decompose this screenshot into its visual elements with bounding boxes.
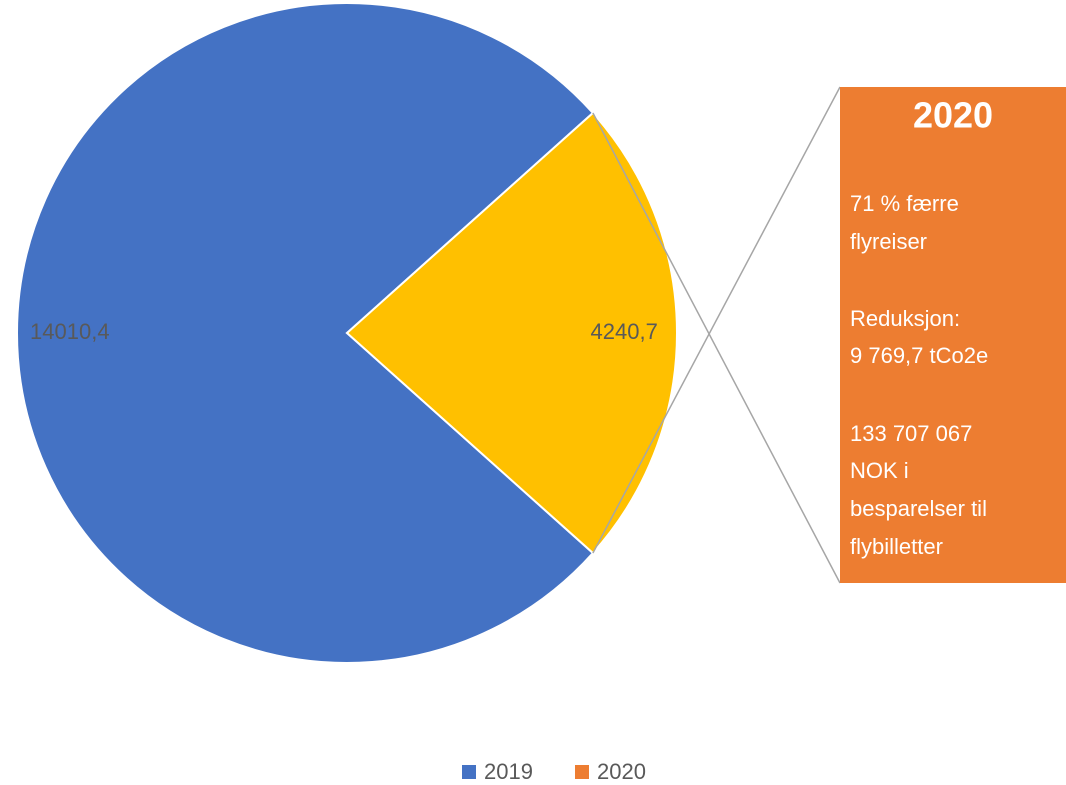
pie-slice <box>16 2 595 664</box>
annotation-title: 2020 <box>913 95 993 136</box>
annotation-box <box>840 87 1066 583</box>
annotation-line: besparelser til <box>850 496 987 521</box>
annotation-line: Reduksjon: <box>850 306 960 331</box>
annotation-line: flyreiser <box>850 229 927 254</box>
pie-slice <box>345 111 679 555</box>
legend-swatch <box>462 765 476 779</box>
annotation-line: 9 769,7 tCo2e <box>850 343 988 368</box>
data-label: 4240,7 <box>591 319 658 344</box>
connector-line <box>592 86 841 554</box>
annotation-line: flybilletter <box>850 534 943 559</box>
connector-line <box>592 112 841 584</box>
annotation-line: 71 % færre <box>850 191 959 216</box>
legend-label: 2019 <box>484 759 533 784</box>
annotation-line: 133 707 067 <box>850 421 972 446</box>
legend-label: 2020 <box>597 759 646 784</box>
data-label: 14010,4 <box>30 319 110 344</box>
legend-swatch <box>575 765 589 779</box>
annotation-line: NOK i <box>850 458 909 483</box>
